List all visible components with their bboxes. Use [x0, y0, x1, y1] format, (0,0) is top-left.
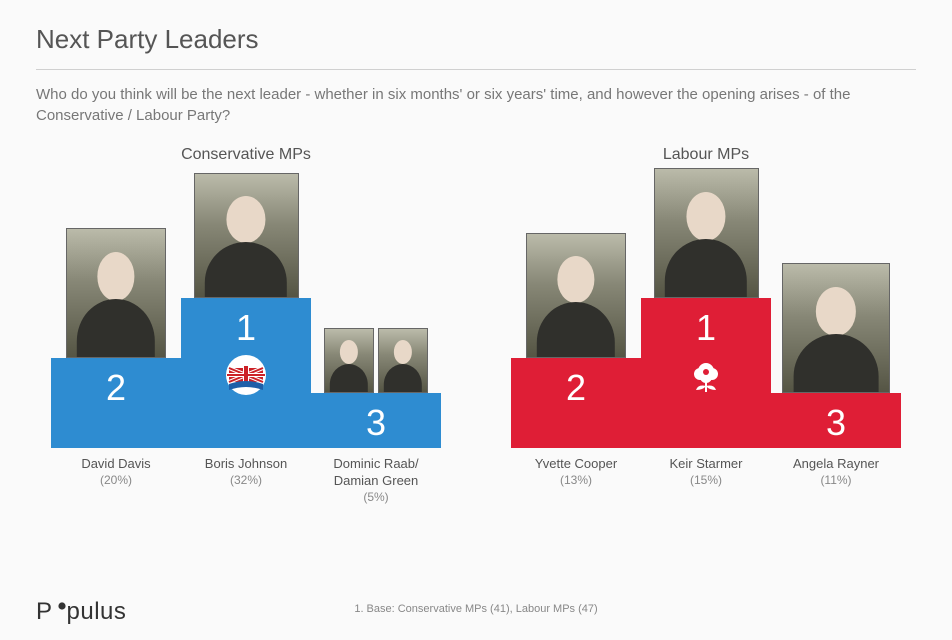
question-text: Who do you think will be the next leader…	[36, 84, 916, 126]
candidate-name: Keir Starmer	[641, 456, 771, 473]
slide: Next Party Leaders Who do you think will…	[0, 0, 952, 640]
party-logo	[685, 354, 727, 401]
portrait	[324, 328, 374, 393]
podiums-row: Conservative MPs 2 1 3 David Davis(20%)Boris…	[36, 146, 916, 505]
candidate-label: Yvette Cooper(13%)	[511, 456, 641, 488]
podium-block: 1	[181, 298, 311, 448]
candidate-label: David Davis(20%)	[51, 456, 181, 505]
candidate-pct: (11%)	[771, 473, 901, 489]
divider	[36, 69, 916, 70]
candidate-label: Boris Johnson(32%)	[181, 456, 311, 505]
rank-number: 2	[106, 368, 126, 408]
podium: 2 1 3	[496, 168, 916, 448]
candidate-label: Keir Starmer(15%)	[641, 456, 771, 488]
portrait	[526, 233, 626, 358]
candidate-label: Dominic Raab/Damian Green(5%)	[311, 456, 441, 505]
portrait-row	[654, 168, 759, 298]
conservative-logo-icon	[225, 354, 267, 396]
party-logo	[225, 354, 267, 401]
candidate-pct: (32%)	[181, 473, 311, 489]
name-row: Yvette Cooper(13%)Keir Starmer(15%)Angel…	[496, 456, 916, 488]
candidate-name: Yvette Cooper	[511, 456, 641, 473]
candidate-label: Angela Rayner(11%)	[771, 456, 901, 488]
portrait	[194, 173, 299, 298]
portrait	[782, 263, 890, 393]
podium-step: 3	[771, 263, 901, 448]
group-title: Labour MPs	[663, 146, 749, 164]
podium-block: 2	[51, 358, 181, 448]
portrait	[654, 168, 759, 298]
rank-number: 3	[826, 403, 846, 443]
podium-block: 2	[511, 358, 641, 448]
podium-step: 1	[641, 168, 771, 448]
candidate-pct: (20%)	[51, 473, 181, 489]
portrait-row	[194, 173, 299, 298]
portrait	[66, 228, 166, 358]
brand-logo: Ppulus	[36, 598, 126, 626]
podium-block: 3	[771, 393, 901, 448]
labour-rose-icon	[685, 354, 727, 396]
conservative-group: Conservative MPs 2 1 3 David Davis(20%)Boris…	[36, 146, 456, 505]
podium: 2 1 3	[36, 168, 456, 448]
portrait	[378, 328, 428, 393]
page-title: Next Party Leaders	[36, 24, 916, 55]
portrait-row	[66, 228, 166, 358]
labour-group: Labour MPs 2 1 3 Yvette Cooper(13%)Keir Star…	[496, 146, 916, 505]
rank-number: 3	[366, 403, 386, 443]
candidate-pct: (15%)	[641, 473, 771, 489]
podium-block: 1	[641, 298, 771, 448]
podium-step: 1	[181, 173, 311, 448]
candidate-name: Boris Johnson	[181, 456, 311, 473]
candidate-pct: (5%)	[311, 490, 441, 506]
podium-step: 3	[311, 328, 441, 448]
candidate-name: Dominic Raab/Damian Green	[311, 456, 441, 490]
candidate-name: Angela Rayner	[771, 456, 901, 473]
candidate-name: David Davis	[51, 456, 181, 473]
rank-number: 1	[236, 308, 256, 348]
portrait-row	[526, 233, 626, 358]
candidate-pct: (13%)	[511, 473, 641, 489]
name-row: David Davis(20%)Boris Johnson(32%)Domini…	[36, 456, 456, 505]
rank-number: 2	[566, 368, 586, 408]
podium-block: 3	[311, 393, 441, 448]
rank-number: 1	[696, 308, 716, 348]
portrait-row	[324, 328, 428, 393]
footnote: 1. Base: Conservative MPs (41), Labour M…	[354, 603, 597, 615]
brand-dot-icon	[58, 602, 65, 609]
group-title: Conservative MPs	[181, 146, 311, 164]
podium-step: 2	[51, 228, 181, 448]
podium-step: 2	[511, 233, 641, 448]
footer: Ppulus 1. Base: Conservative MPs (41), L…	[36, 584, 916, 634]
portrait-row	[782, 263, 890, 393]
